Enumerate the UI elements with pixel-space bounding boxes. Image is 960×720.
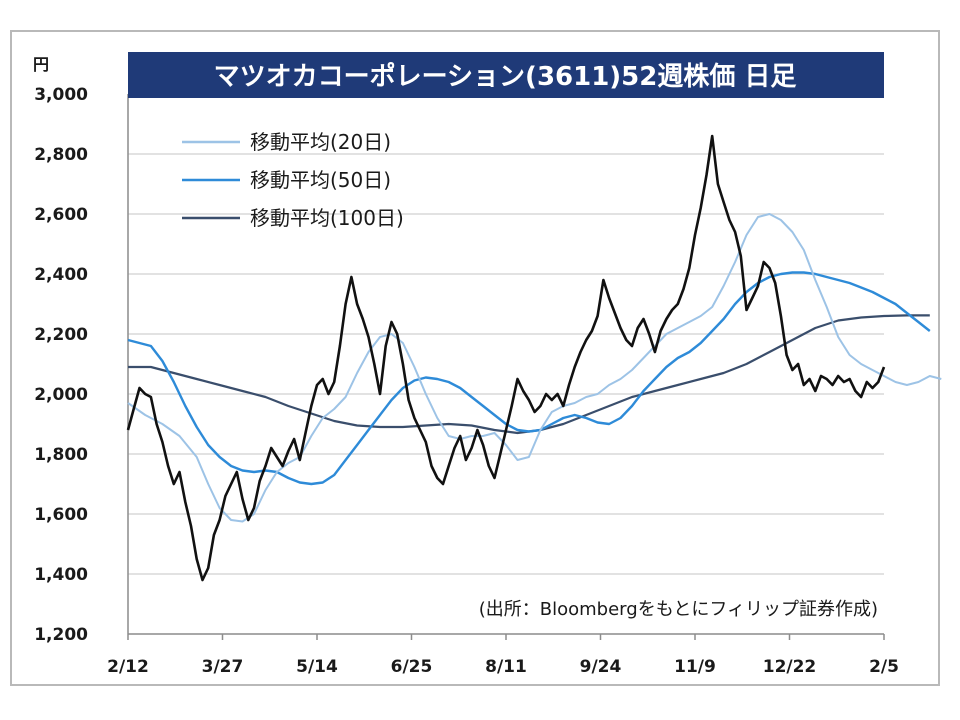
source-note: (出所：Bloombergをもとにフィリップ証券作成) [479,599,878,620]
title-banner [128,52,884,98]
x-tick-label: 8/11 [485,657,527,677]
x-tick-label: 12/22 [763,657,817,677]
y-tick-label: 3,000 [34,85,88,105]
x-tick-label: 6/25 [391,657,433,677]
legend-label: 移動平均(100日) [250,206,404,230]
y-tick-label: 1,200 [34,625,88,645]
y-tick-label: 1,800 [34,445,88,465]
unit-label: 円 [33,55,49,74]
y-tick-label: 2,400 [34,265,88,285]
x-tick-label: 9/24 [580,657,622,677]
y-tick-label: 1,400 [34,565,88,585]
x-axis: 2/12 3/27 5/14 6/25 8/11 9/24 11/9 12/22 2/5 [107,634,899,677]
legend-label: 移動平均(20日) [250,130,391,154]
x-tick-label: 3/27 [202,657,244,677]
y-tick-label: 2,200 [34,325,88,345]
y-tick-label: 1,600 [34,505,88,525]
series-line-ma20 [127,213,942,523]
legend-label: 移動平均(50日) [250,168,391,192]
series-line-price [126,134,886,582]
y-axis: 1,200 1,400 1,600 1,800 2,000 2,200 2,400 2,600… [34,85,884,645]
legend: 移動平均(20日) 移動平均(50日) 移動平均(100日) [182,130,404,230]
y-tick-label: 2,000 [34,385,88,405]
x-tick-label: 11/9 [674,657,716,677]
chart-frame [10,30,940,686]
x-tick-label: 2/12 [107,657,149,677]
series-lines [126,134,942,582]
y-tick-label: 2,600 [34,205,88,225]
x-tick-label: 5/14 [296,657,338,677]
series-line-ma100 [128,314,930,435]
y-tick-label: 2,800 [34,145,88,165]
x-tick-label: 2/5 [869,657,899,677]
series-line-ma50 [127,271,931,486]
chart-title: マツオカコーポレーション(3611)52週株価 日足 [214,61,797,92]
grid [128,93,884,575]
